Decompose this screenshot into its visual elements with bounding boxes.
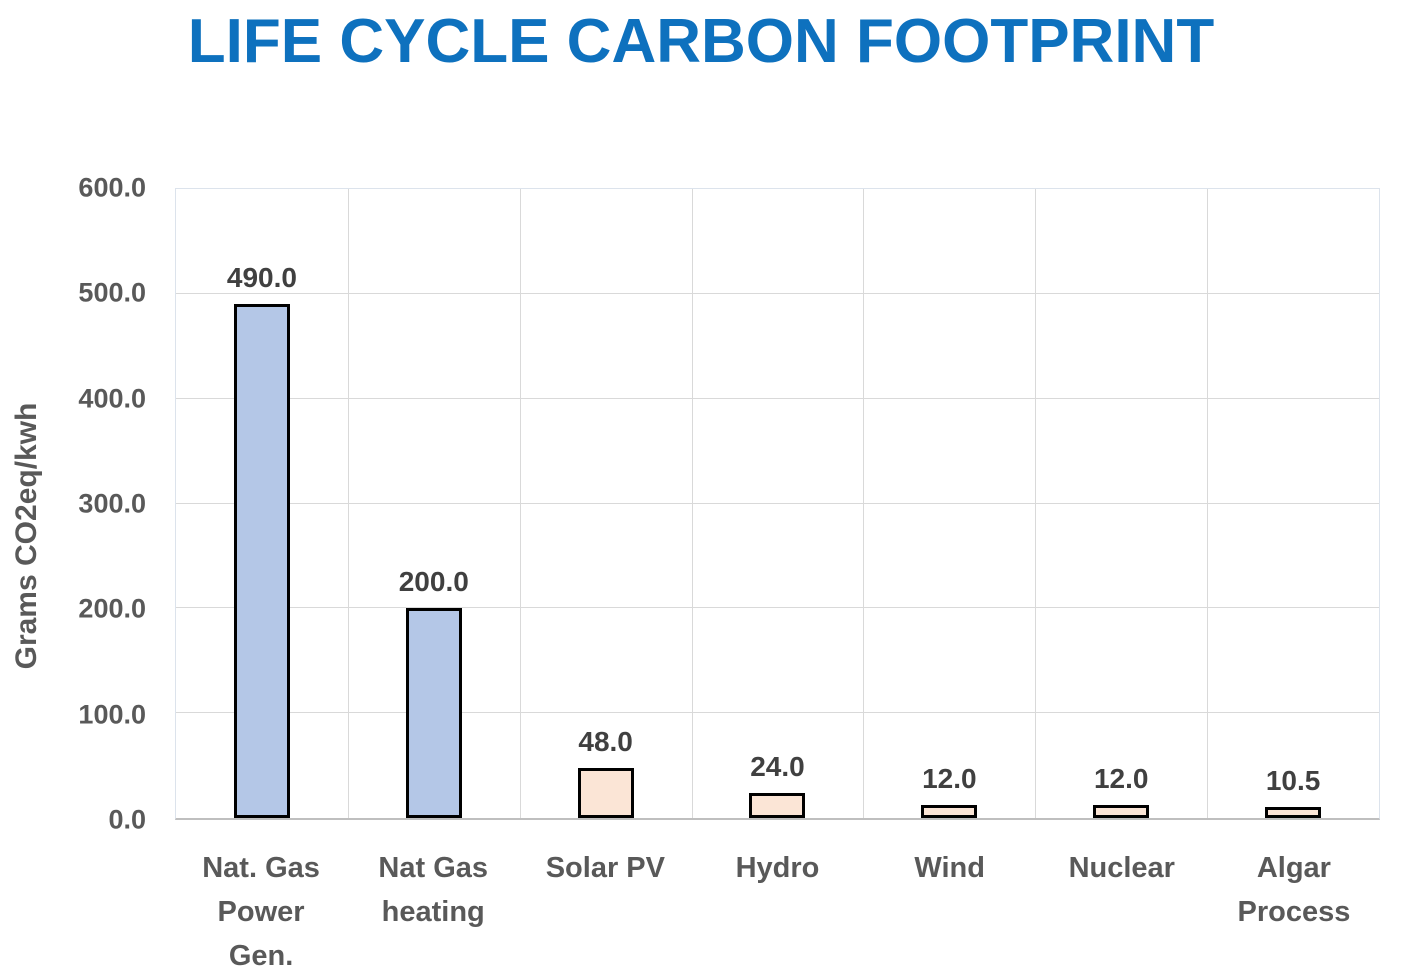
vertical-gridline: [1207, 189, 1209, 818]
x-axis-label: Solar PV: [519, 846, 691, 974]
gridline: [176, 292, 1379, 294]
plot-area: 490.0 200.0 48.0 24.0 12.0 12.0 10.5: [175, 188, 1380, 820]
bar: [405, 608, 462, 818]
x-axis-label-line: Nat. Gas: [202, 852, 320, 884]
x-axis-label: Algar Process: [1208, 846, 1380, 974]
x-axis-label-line: Solar PV: [545, 852, 665, 884]
y-axis-tick-label: 0.0: [108, 804, 146, 835]
bar-value-label: 490.0: [226, 262, 297, 294]
y-axis-tick-label: 600.0: [78, 172, 146, 203]
gridline: [176, 712, 1379, 714]
vertical-gridline: [347, 189, 349, 818]
bar-cell: 12.0: [863, 189, 1035, 818]
bar-cell: 48.0: [520, 189, 692, 818]
gridline: [176, 607, 1379, 609]
bar-cell: 490.0: [176, 189, 348, 818]
x-axis-label: Hydro: [691, 846, 863, 974]
bar-cell: 200.0: [348, 189, 520, 818]
y-axis-tick-label: 100.0: [78, 699, 146, 730]
vertical-gridline: [691, 189, 693, 818]
bar-cell: 24.0: [692, 189, 864, 818]
vertical-gridline: [1035, 189, 1037, 818]
bar: [921, 805, 978, 818]
bar-value-label: 10.5: [1265, 765, 1321, 796]
x-axis-labels: Nat. Gas Power Gen. Nat Gas heating Solar PV H…: [175, 846, 1380, 974]
x-axis-label-line: Nuclear: [1068, 852, 1175, 884]
y-axis-tick-label: 300.0: [78, 488, 146, 519]
vertical-gridline: [519, 189, 521, 818]
bar-value-label: 48.0: [578, 725, 633, 757]
x-axis-label: Nat. Gas Power Gen.: [175, 846, 347, 974]
x-axis-label: Nuclear: [1036, 846, 1208, 974]
vertical-gridline: [863, 189, 865, 818]
bar-cell: 10.5: [1207, 189, 1379, 818]
bar-value-label: 200.0: [398, 566, 469, 598]
bar-value-label: 24.0: [750, 750, 805, 782]
y-axis-tick-label: 500.0: [78, 277, 146, 308]
x-axis-label-line: Power: [217, 896, 305, 928]
bar-value-label: 12.0: [1093, 763, 1149, 795]
bar: [577, 767, 634, 818]
x-axis-label-line: Nat Gas: [378, 852, 489, 884]
x-axis-label: Wind: [864, 846, 1036, 974]
x-axis-label-line: Gen.: [228, 940, 294, 972]
y-axis-tick-labels: 0.0 100.0 200.0 300.0 400.0 500.0 600.0: [0, 173, 158, 835]
chart-title: LIFE CYCLE CARBON FOOTPRINT: [187, 7, 1215, 76]
x-axis-label-line: Process: [1237, 896, 1351, 928]
bar-value-label: 12.0: [922, 763, 977, 795]
y-axis-tick-label: 200.0: [78, 593, 146, 624]
bar-cell: 12.0: [1035, 189, 1207, 818]
y-axis-tick-label: 400.0: [78, 383, 146, 414]
x-axis-label-line: Wind: [914, 852, 985, 884]
bar: [749, 792, 806, 818]
x-axis-label: Nat Gas heating: [347, 846, 519, 974]
x-axis-label-line: Hydro: [735, 852, 820, 884]
bar: [1093, 805, 1150, 818]
gridline: [176, 502, 1379, 504]
x-axis-label-line: Algar: [1256, 852, 1331, 884]
x-axis-label-line: heating: [381, 896, 485, 928]
bar: [1265, 807, 1322, 818]
gridline: [176, 397, 1379, 399]
bar: [233, 304, 290, 818]
